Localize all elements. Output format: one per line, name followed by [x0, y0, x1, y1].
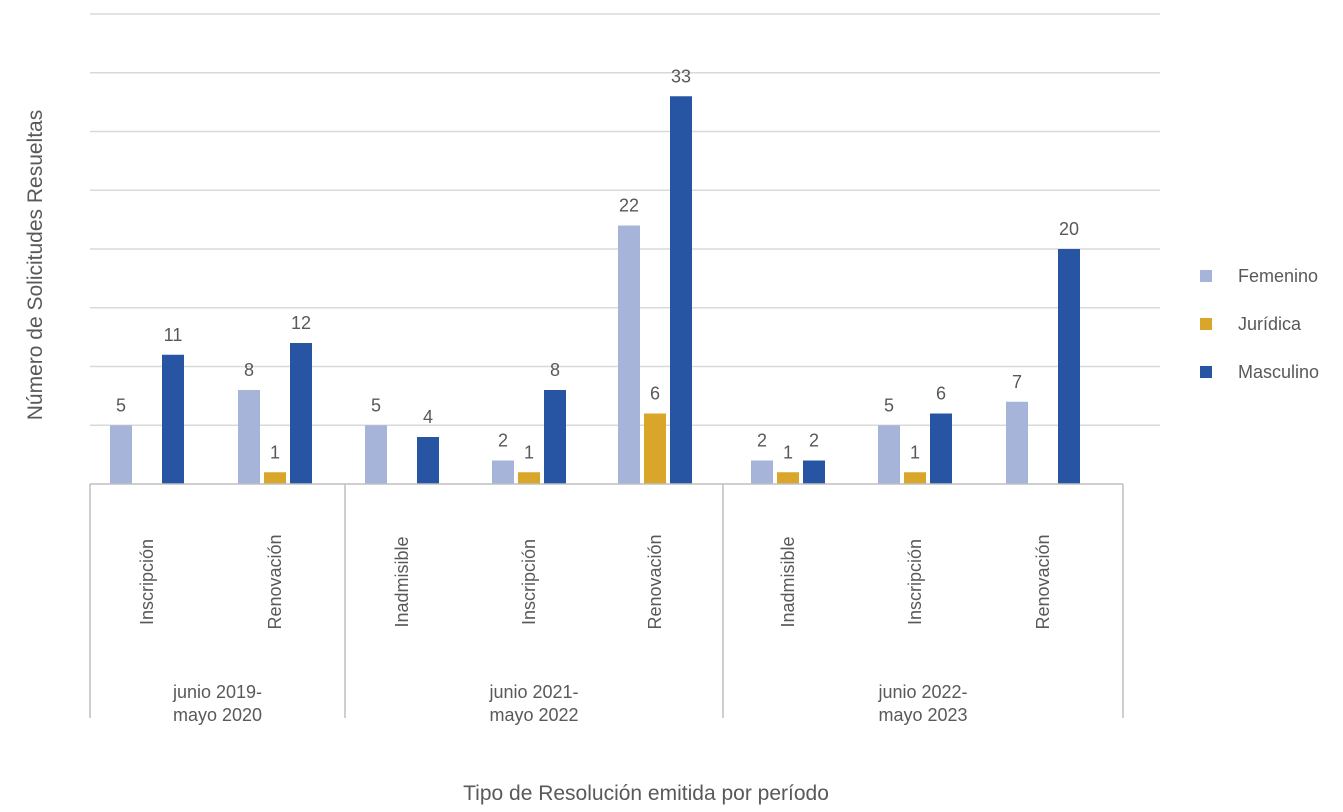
data-label: 1: [524, 442, 534, 462]
bar: [777, 472, 799, 484]
data-label: 20: [1059, 219, 1079, 239]
data-label: 12: [291, 313, 311, 333]
data-label: 5: [371, 395, 381, 415]
bar: [518, 472, 540, 484]
bar: [670, 96, 692, 484]
bar: [878, 425, 900, 484]
data-label: 5: [116, 395, 126, 415]
bar: [618, 225, 640, 484]
category-label: Renovación: [265, 534, 285, 629]
bar: [904, 472, 926, 484]
group-label: mayo 2022: [489, 705, 578, 725]
bar: [492, 460, 514, 484]
bar: [162, 354, 184, 484]
category-label: Inscripción: [905, 539, 925, 625]
data-label: 1: [910, 442, 920, 462]
y-axis-title: Número de Solicitudes Resueltas: [24, 110, 47, 421]
bar: [544, 390, 566, 484]
data-label: 1: [270, 442, 280, 462]
data-label: 33: [671, 66, 691, 86]
data-label: 2: [757, 431, 767, 451]
data-label: 11: [164, 325, 183, 345]
data-label: 6: [650, 384, 660, 404]
bar: [644, 413, 666, 484]
group-label: junio 2019-: [172, 682, 262, 702]
bar: [290, 343, 312, 484]
data-label: 1: [783, 442, 793, 462]
group-label: mayo 2020: [173, 705, 262, 725]
bar: [264, 472, 286, 484]
data-label: 8: [550, 360, 560, 380]
legend-label: Jurídica: [1238, 314, 1302, 334]
legend-label: Femenino: [1238, 266, 1318, 286]
category-label: Inscripción: [519, 539, 539, 625]
legend-swatch: [1200, 318, 1212, 330]
bars: [110, 96, 1080, 484]
legend-label: Masculino: [1238, 362, 1319, 382]
legend-swatch: [1200, 366, 1212, 378]
category-label: Inadmisible: [392, 536, 412, 627]
legend: Femenino Jurídica Masculino: [1200, 266, 1319, 382]
bar: [238, 390, 260, 484]
category-labels: Inscripción Renovación Inadmisible Inscripc…: [137, 534, 1053, 629]
bar: [930, 413, 952, 484]
data-label: 2: [809, 431, 819, 451]
data-label: 7: [1012, 372, 1022, 392]
group-label: junio 2021-: [488, 682, 578, 702]
group-labels: junio 2019- mayo 2020 junio 2021- mayo 2022…: [172, 682, 968, 725]
category-label: Inadmisible: [778, 536, 798, 627]
group-label: junio 2022-: [877, 682, 967, 702]
data-label: 2: [498, 431, 508, 451]
bar: [1058, 249, 1080, 484]
category-label: Renovación: [645, 534, 665, 629]
x-axis-title: Tipo de Resolución emitida por período: [463, 782, 829, 805]
data-label: 5: [884, 395, 894, 415]
legend-swatch: [1200, 270, 1212, 282]
data-label: 8: [244, 360, 254, 380]
data-label: 6: [936, 384, 946, 404]
category-axis: [89, 483, 1124, 718]
data-label: 4: [423, 407, 433, 427]
category-label: Inscripción: [137, 539, 157, 625]
bar: [365, 425, 387, 484]
bar: [110, 425, 132, 484]
bar: [417, 437, 439, 484]
group-label: mayo 2023: [878, 705, 967, 725]
category-label: Renovación: [1033, 534, 1053, 629]
bar: [1006, 401, 1028, 484]
data-label: 22: [619, 196, 639, 216]
bar: [751, 460, 773, 484]
bar: [803, 460, 825, 484]
